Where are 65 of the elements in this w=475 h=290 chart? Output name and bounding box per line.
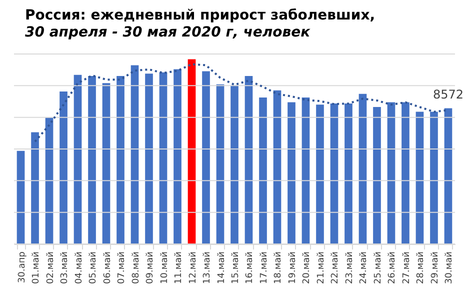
x-tick-label: 16.май [245,251,256,284]
chart-title: Россия: ежедневный прирост заболевших, [25,8,376,24]
bar [60,92,68,244]
x-tick-label: 21.май [316,251,326,284]
x-tick-label: 17.май [260,251,270,284]
bar [387,102,396,244]
bar [330,104,338,244]
bar [230,85,238,244]
bar [174,69,182,244]
x-tick-label: 05.май [88,251,99,284]
bar [16,150,25,244]
x-tick-label: 06.май [102,251,113,284]
x-tick-label: 14.май [216,251,227,284]
x-tick-label: 29.май [430,251,440,284]
bar [216,84,224,244]
bar [159,72,168,244]
data-label: 8572 [432,87,464,102]
x-tick-label: 07.май [117,251,128,284]
chart-subtitle: 30 апреля - 30 мая 2020 г, человек [25,24,311,40]
bar [302,98,310,244]
bar [402,102,410,244]
x-tick-label: 28.май [416,251,426,284]
bar [344,104,352,244]
bar [145,74,153,244]
bar [416,112,424,244]
bar [430,112,438,244]
x-tick-label: 27.май [402,251,412,284]
bar [74,74,82,244]
bar [288,102,296,244]
x-tick-label: 03.май [60,251,70,284]
bar [31,132,39,244]
x-tick-label: 09.май [146,251,156,284]
bar [373,107,381,244]
x-tick-label: 20.май [302,251,312,284]
x-tick-label: 08.май [131,251,142,284]
x-tick-label: 30.май [444,251,455,284]
x-tick-label: 04.май [74,251,84,284]
bar [259,98,267,244]
bar [316,104,324,244]
bar [358,94,367,244]
bar [244,76,253,244]
x-tick-label: 11.май [174,251,184,284]
x-tick-label: 24.май [359,251,370,284]
bar [116,76,124,244]
bar [45,118,54,244]
x-tick-label: 19.май [288,251,298,284]
x-tick-label: 26.май [388,251,398,284]
x-tick-label: 10.май [160,251,170,284]
bar [88,76,96,244]
x-tick-label: 22.май [330,251,341,284]
x-tick-label: 30.апр [17,251,28,283]
bar [130,65,139,244]
x-tick-label: 12.май [188,251,198,284]
x-tick-label: 23.май [344,251,355,284]
x-tick-label: 18.май [274,251,284,284]
x-tick-label: 01.май [32,251,42,284]
bar [444,108,452,244]
x-tick-label: 02.май [46,251,56,284]
x-tick-label: 13.май [202,251,212,284]
x-tick-label: 15.май [231,251,241,284]
bar [202,71,210,244]
bar [102,83,110,244]
x-tick-label: 25.май [373,251,384,284]
bar [188,59,196,244]
bar [273,90,282,244]
